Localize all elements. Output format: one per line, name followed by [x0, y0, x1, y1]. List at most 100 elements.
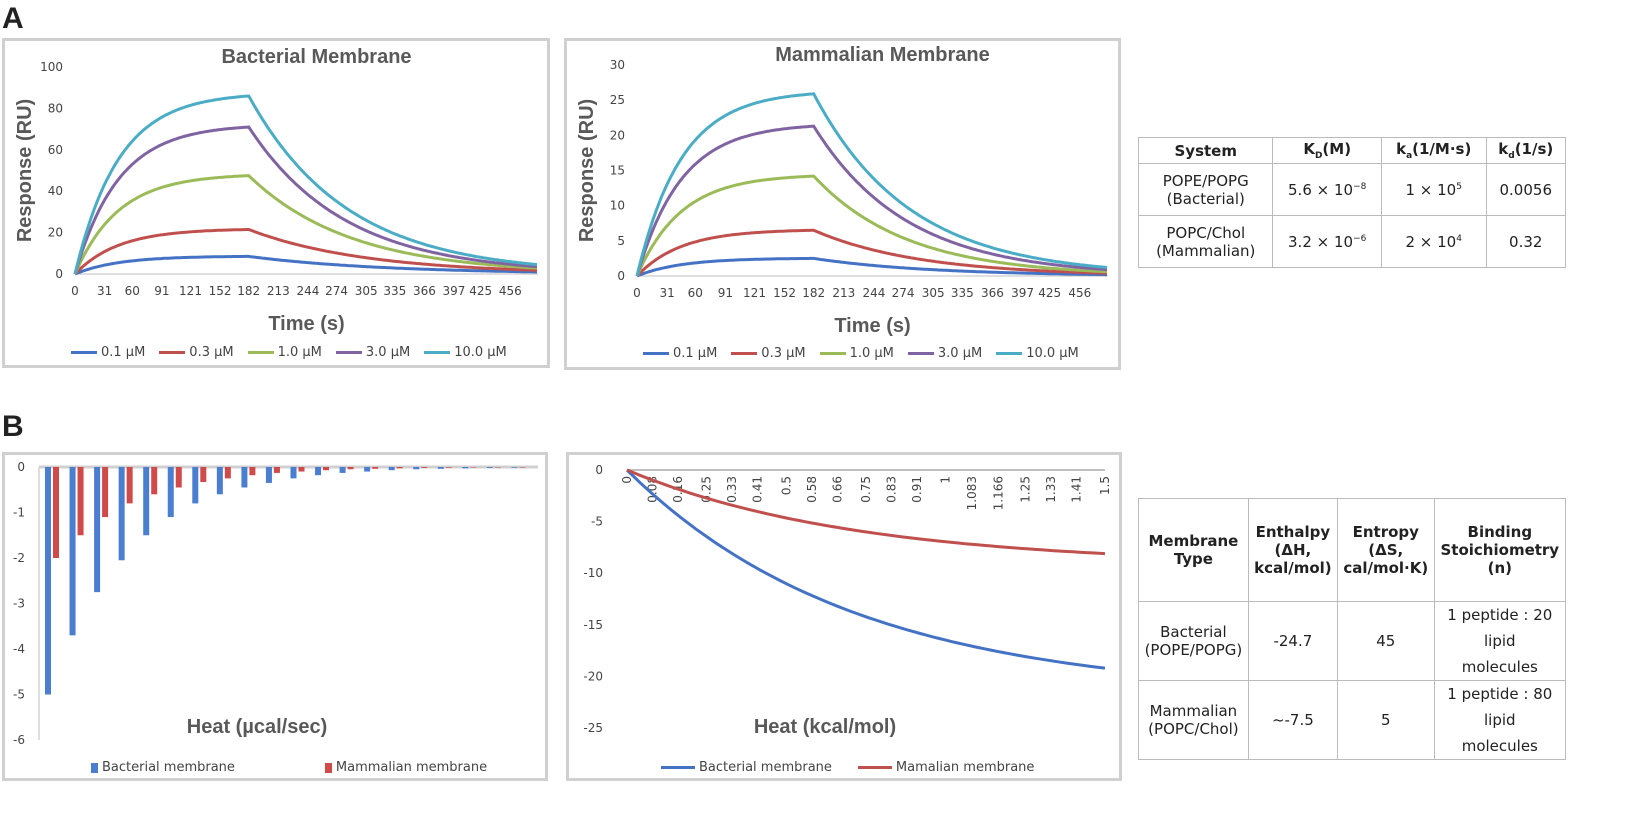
legend-b2: Bacterial membrane Mamalian membrane [661, 760, 1034, 775]
x-tick-label: 397 [1011, 286, 1034, 300]
series-line [73, 174, 538, 275]
bar [323, 467, 330, 471]
legend-item: Bacterial membrane [91, 760, 235, 775]
y-tick-label: -2 [13, 551, 25, 565]
x-tick-label: 366 [413, 284, 436, 298]
series-line [73, 94, 538, 275]
bar [298, 467, 305, 472]
bar [249, 467, 256, 476]
x-tick-label: 1.166 [992, 476, 1006, 510]
y-tick-label: 20 [48, 226, 63, 240]
x-tick-label: 91 [154, 284, 169, 298]
bar [192, 467, 199, 504]
panel-label-b: B [2, 410, 24, 443]
chart-a2-svg: Mammalian Membrane Response (RU) Time (s) 0… [576, 44, 1108, 337]
bar [94, 467, 101, 593]
x-tick-label: 335 [951, 286, 974, 300]
y-tick-label: 0 [55, 267, 63, 281]
kinetics-koff-cell: 0.0056 [1485, 163, 1567, 216]
x-axis-label: Heat (µcal/sec) [187, 716, 327, 738]
chart-bacterial-membrane: Bacterial Membrane Response (RU) Time (s) 0… [2, 38, 550, 368]
series-line [626, 468, 1106, 556]
x-tick-label: 121 [179, 284, 202, 298]
legend-label: Bacterial membrane [699, 760, 832, 775]
x-tick-label: 305 [355, 284, 378, 298]
chart-title: Mammalian Membrane [775, 44, 990, 66]
bar [421, 467, 428, 468]
y-tick-label: -25 [583, 721, 603, 735]
bar [265, 467, 272, 483]
y-axis-label: Response (RU) [14, 99, 36, 242]
series-line [635, 174, 1108, 277]
bar [413, 467, 420, 470]
bar [437, 467, 444, 469]
thermodynamics-table: Membrane Type Enthalpy (ΔH, kcal/mol) Entro… [1138, 498, 1567, 760]
legend-label: 0.3 µM [761, 346, 806, 361]
legend-label: Bacterial membrane [102, 760, 235, 775]
x-tick-label: 121 [743, 286, 766, 300]
x-tick-label: 31 [97, 284, 112, 298]
bar [45, 467, 51, 695]
thermo-enthalpy-cell: -24.7 [1247, 601, 1338, 681]
kinetics-header-kd: KD(M) [1272, 137, 1382, 164]
y-tick-label: 0 [617, 269, 625, 283]
x-tick-label: 0.41 [751, 476, 765, 503]
y-tick-label: -4 [13, 642, 25, 656]
bar [102, 467, 109, 518]
kinetics-header-koff: kd(1/s) [1485, 137, 1567, 164]
bar [388, 467, 395, 471]
legend-swatch [71, 351, 97, 354]
legend-a2: 0.1 µM 0.3 µM 1.0 µM 3.0 µM 10.0 µM [643, 346, 1079, 361]
legend-swatch [857, 766, 892, 769]
x-tick-label: 152 [773, 286, 796, 300]
x-tick-label: 0.33 [725, 476, 739, 503]
y-tick-label: 80 [48, 101, 63, 115]
x-tick-label: 397 [443, 284, 466, 298]
legend-label: 10.0 µM [454, 345, 507, 360]
legend-item: 0.3 µM [731, 346, 806, 361]
y-tick-label: 20 [610, 128, 625, 142]
y-tick-label: -20 [583, 669, 603, 683]
x-tick-label: 0.5 [779, 476, 793, 495]
legend-swatch [324, 762, 332, 773]
chart-heat-kcal: 0 -5 -10 -15 -20 -25 0 0.08 0.16 0.25 0.33 0.41 0.5 0… [566, 452, 1122, 781]
thermo-header-entropy: Entropy (ΔS, cal/mol·K) [1336, 498, 1435, 602]
legend-label: 1.0 µM [277, 345, 322, 360]
bar [462, 467, 469, 469]
x-axis-label: Time (s) [834, 315, 910, 337]
legend-swatch [996, 352, 1023, 355]
legend-item: Mamalian membrane [857, 760, 1034, 775]
bar [315, 467, 322, 476]
y-tick-label: -6 [13, 733, 25, 747]
x-tick-label: 60 [688, 286, 703, 300]
x-tick-label: 1.25 [1018, 476, 1032, 503]
legend-swatch [91, 762, 98, 773]
x-tick-label: 1.083 [965, 476, 979, 510]
y-tick-label: -1 [13, 506, 25, 520]
legend-label: 0.1 µM [101, 345, 146, 360]
chart-mammalian-membrane: Mammalian Membrane Response (RU) Time (s) 0… [564, 38, 1121, 370]
legend-item: 1.0 µM [247, 345, 322, 360]
x-tick-label: 182 [802, 286, 825, 300]
y-tick-label: 25 [610, 93, 625, 107]
legend-item: 10.0 µM [424, 345, 507, 360]
chart-b1-svg: 0 -1 -2 -3 -4 -5 -6 Heat (µcal/sec) [13, 460, 538, 747]
legend-swatch [247, 351, 274, 354]
legend-label: 10.0 µM [1026, 346, 1079, 361]
x-tick-label: 274 [892, 286, 915, 300]
x-tick-label: 366 [981, 286, 1004, 300]
x-tick-label: 182 [237, 284, 260, 298]
legend-item: 1.0 µM [819, 346, 894, 361]
kinetics-table: System KD(M) ka(1/M·s) kd(1/s) POPE/POPG… [1137, 137, 1567, 268]
thermo-header-enthalpy: Enthalpy (ΔH, kcal/mol) [1247, 498, 1338, 602]
x-tick-label: 31 [659, 286, 674, 300]
series-line [636, 256, 1107, 278]
thermo-type-cell: Mammalian (POPC/Chol) [1138, 680, 1249, 760]
series-line [74, 254, 537, 276]
x-tick-label: 0 [633, 286, 641, 300]
x-tick-label: 335 [383, 284, 406, 298]
bar [339, 467, 346, 473]
legend-b1: Bacterial membrane Mammalian membrane [91, 760, 487, 775]
table-row: POPE/POPG (Bacterial) 5.6 × 10−8 1 × 105 … [1137, 163, 1567, 216]
series-line [635, 92, 1108, 277]
